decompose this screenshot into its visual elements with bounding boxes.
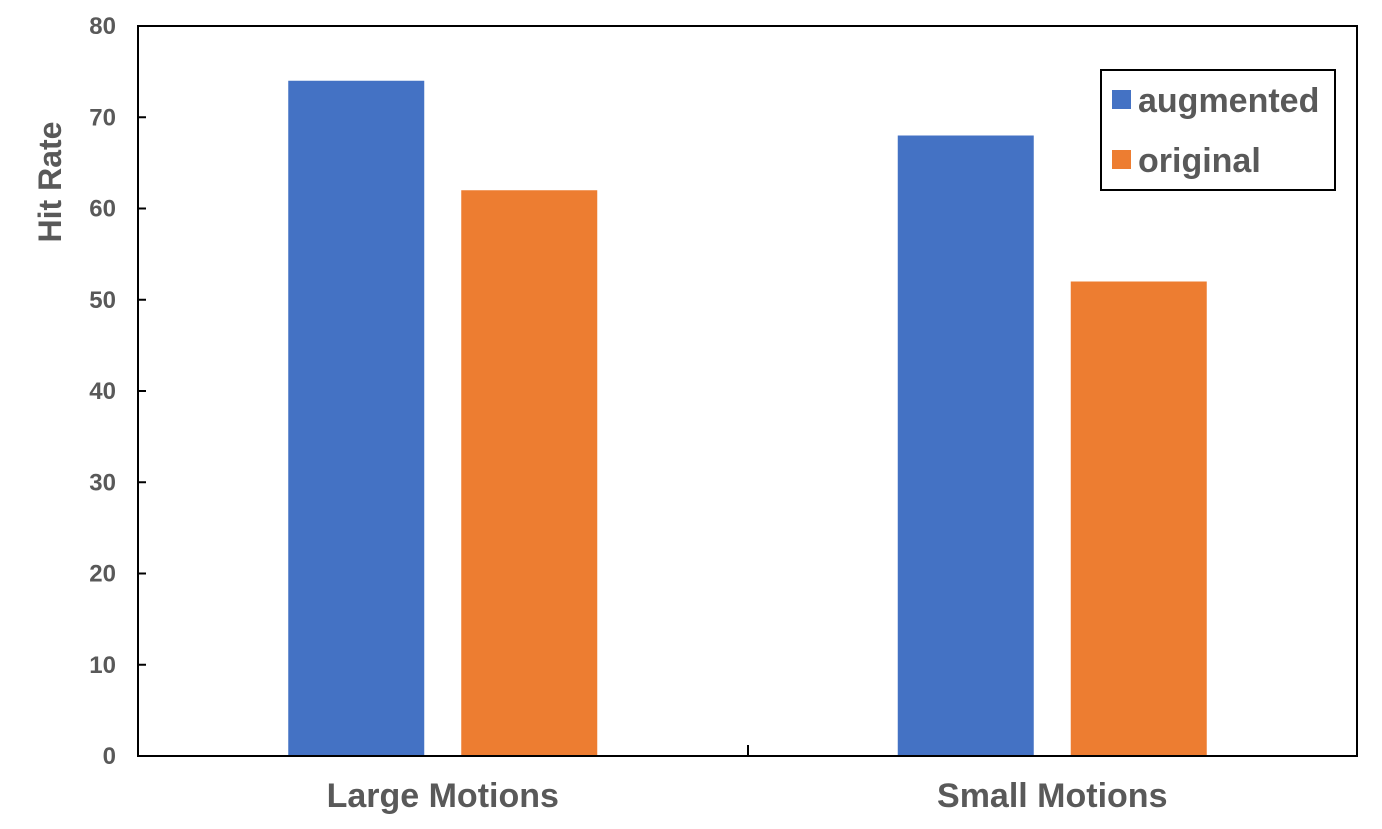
legend-label-augmented: augmented: [1138, 82, 1319, 120]
y-tick-label: 10: [89, 652, 116, 679]
bar-augmented-small-motions: [897, 135, 1034, 756]
x-category-label: Large Motions: [327, 777, 559, 815]
bars-layer: [288, 80, 1207, 756]
bar-augmented-large-motions: [288, 80, 425, 756]
bar-original-small-motions: [1070, 281, 1207, 756]
x-category-label: Small Motions: [937, 777, 1167, 815]
legend-items: augmented original: [1112, 82, 1319, 180]
legend-swatch-augmented: [1112, 90, 1131, 109]
legend-box: [1100, 69, 1336, 191]
legend-swatch-original: [1112, 150, 1131, 169]
bar-original-large-motions: [461, 190, 598, 756]
y-tick-label: 20: [89, 561, 116, 588]
y-tick-label: 70: [89, 104, 116, 131]
y-tick-label: 40: [89, 378, 116, 405]
y-tick-label: 0: [103, 743, 116, 770]
legend-label-original: original: [1138, 142, 1261, 180]
legend: augmented original: [1100, 69, 1336, 191]
y-tick-label: 30: [89, 469, 116, 496]
y-axis-tick-labels: 0 10 20 30 40 50 60 70 80: [89, 13, 116, 770]
y-axis-title: Hit Rate: [32, 122, 68, 243]
y-tick-label: 80: [89, 13, 116, 40]
y-tick-label: 50: [89, 287, 116, 314]
x-axis-category-labels: Large Motions Small Motions: [327, 777, 1168, 815]
y-axis-ticks: [138, 25, 146, 757]
y-tick-label: 60: [89, 196, 116, 223]
